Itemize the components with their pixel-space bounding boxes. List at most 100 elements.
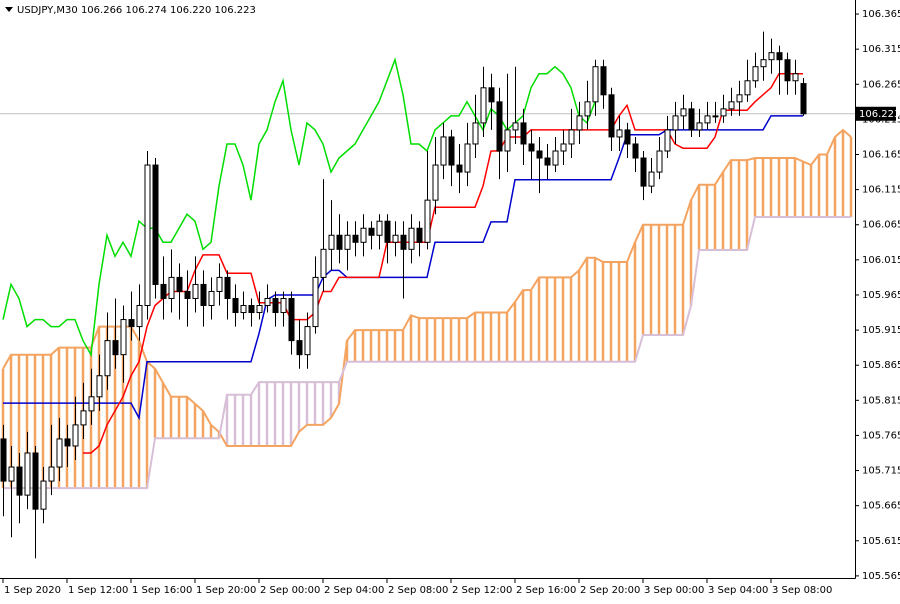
candle-body bbox=[208, 290, 215, 307]
candle-body bbox=[96, 375, 103, 398]
candle-body bbox=[80, 410, 87, 426]
candle-body bbox=[464, 143, 471, 173]
candle-body bbox=[568, 129, 575, 145]
candle-body bbox=[288, 297, 295, 342]
candle-body bbox=[248, 305, 255, 314]
candle-body bbox=[176, 276, 183, 292]
candle-body bbox=[624, 129, 631, 145]
x-tick-label: 3 Sep 00:00 bbox=[644, 585, 704, 596]
candle-body bbox=[432, 164, 439, 201]
y-tick-label: 106.365 bbox=[862, 9, 900, 20]
candle-body bbox=[72, 424, 79, 447]
y-tick-label: 106.265 bbox=[862, 79, 900, 90]
candle-body bbox=[336, 234, 343, 250]
indicator-line bbox=[83, 72, 803, 454]
x-tick-label: 2 Sep 00:00 bbox=[260, 585, 320, 596]
candle-body bbox=[40, 480, 47, 510]
candle-body bbox=[128, 319, 135, 328]
candle-body bbox=[632, 143, 639, 159]
candle-body bbox=[656, 150, 663, 173]
chart-title: USDJPY,M30 106.266 106.274 106.220 106.2… bbox=[17, 5, 256, 16]
candle-body bbox=[704, 115, 711, 124]
candle-body bbox=[344, 234, 351, 250]
y-tick-label: 105.565 bbox=[862, 571, 900, 582]
candle-body bbox=[720, 108, 727, 117]
candle-body bbox=[600, 66, 607, 96]
candle-body bbox=[296, 340, 303, 356]
candle-body bbox=[64, 438, 71, 447]
candle-body bbox=[648, 171, 655, 187]
candle-body bbox=[616, 129, 623, 138]
candle-body bbox=[800, 83, 807, 115]
y-tick-label: 106.165 bbox=[862, 150, 900, 161]
y-tick-label: 105.665 bbox=[862, 501, 900, 512]
candle-body bbox=[736, 94, 743, 103]
candle-body bbox=[376, 220, 383, 236]
candle-body bbox=[768, 52, 775, 61]
candle-body bbox=[792, 73, 799, 82]
candle-body bbox=[592, 66, 599, 103]
candle-body bbox=[688, 108, 695, 131]
candle-body bbox=[496, 101, 503, 152]
candle-body bbox=[280, 297, 287, 314]
candle-body bbox=[664, 129, 671, 152]
x-tick-label: 1 Sep 2020 bbox=[4, 585, 61, 596]
candle-body bbox=[48, 466, 55, 482]
x-tick-label: 2 Sep 16:00 bbox=[516, 585, 576, 596]
candle-body bbox=[424, 199, 431, 243]
candle-body bbox=[544, 157, 551, 166]
candle-body bbox=[112, 340, 119, 356]
y-tick-label: 105.615 bbox=[862, 536, 900, 547]
x-tick-label: 2 Sep 20:00 bbox=[580, 585, 640, 596]
y-tick-label: 106.065 bbox=[862, 220, 900, 231]
senkou-span-b bbox=[3, 216, 851, 490]
candle-body bbox=[360, 227, 367, 243]
senkou-span-a bbox=[2, 128, 852, 447]
candle-body bbox=[224, 276, 231, 299]
candle-body bbox=[200, 283, 207, 307]
candle-body bbox=[504, 129, 511, 152]
candle-body bbox=[536, 150, 543, 159]
y-tick-label: 106.015 bbox=[862, 255, 900, 266]
y-tick-label: 105.865 bbox=[862, 360, 900, 371]
candle-body bbox=[104, 340, 111, 377]
candle-body bbox=[728, 101, 735, 110]
y-tick-label: 105.715 bbox=[862, 466, 900, 477]
candle-body bbox=[192, 283, 199, 299]
candle-body bbox=[144, 164, 151, 307]
candle-body bbox=[88, 396, 95, 412]
y-tick-label: 106.315 bbox=[862, 44, 900, 55]
candle-body bbox=[168, 276, 175, 299]
candle-body bbox=[368, 227, 375, 236]
candle-body bbox=[120, 319, 127, 356]
candle-body bbox=[512, 122, 519, 131]
indicator-line bbox=[2, 57, 596, 358]
y-tick-label: 105.815 bbox=[862, 395, 900, 406]
candle-body bbox=[384, 220, 391, 243]
candle-body bbox=[520, 122, 527, 145]
x-tick-label: 1 Sep 16:00 bbox=[132, 585, 192, 596]
candle-body bbox=[272, 297, 279, 314]
candle-body bbox=[672, 115, 679, 131]
candle-body bbox=[392, 234, 399, 243]
candle-body bbox=[760, 59, 767, 68]
candle-body bbox=[448, 136, 455, 166]
candle-body bbox=[640, 157, 647, 187]
x-tick-label: 2 Sep 12:00 bbox=[452, 585, 512, 596]
candle-body bbox=[320, 248, 327, 278]
x-tick-label: 2 Sep 08:00 bbox=[388, 585, 448, 596]
candle-body bbox=[680, 108, 687, 117]
candle-body bbox=[744, 80, 751, 96]
plot-area bbox=[0, 31, 855, 559]
candle-body bbox=[480, 87, 487, 124]
candle-body bbox=[584, 101, 591, 117]
menu-triangle bbox=[5, 7, 13, 12]
candle-body bbox=[56, 438, 63, 468]
candle-body bbox=[408, 227, 415, 250]
y-tick-label: 105.915 bbox=[862, 325, 900, 336]
candle-body bbox=[312, 276, 319, 328]
candle-body bbox=[528, 143, 535, 152]
